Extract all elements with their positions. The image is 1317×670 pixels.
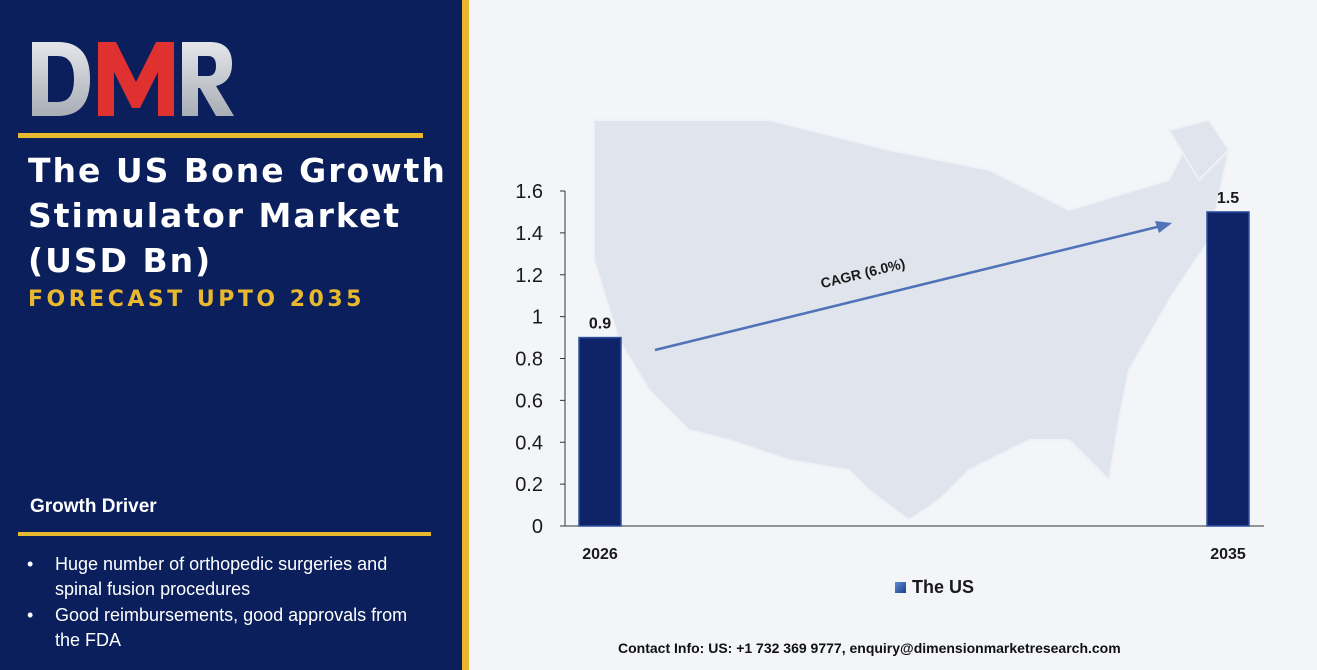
growth-driver-item: Good reimbursements, good approvals from… (55, 605, 408, 650)
bars: 0.9 2026 1.5 2035 (578, 190, 1250, 563)
dmr-logo (32, 42, 234, 116)
chart-legend: The US (895, 577, 974, 598)
y-tick-label: 1.6 (515, 181, 543, 203)
bar (578, 336, 622, 527)
growth-driver-list: • Huge number of orthopedic surgeries and… (24, 552, 429, 654)
growth-driver-underline (18, 532, 431, 536)
legend-label: The US (912, 577, 975, 597)
y-tick-label: 0.4 (515, 432, 543, 454)
growth-driver-title: Growth Driver (30, 496, 157, 517)
data-label: 0.9 (589, 316, 611, 333)
y-tick-label: 0.6 (515, 390, 543, 412)
y-axis: 0 0.2 0.4 0.6 0.8 1 1.2 1.4 1.6 (515, 181, 1264, 538)
y-tick-label: 0.2 (515, 474, 543, 496)
x-tick-label: 2035 (1210, 546, 1246, 563)
page-title: The US Bone Growth Stimulator Market (US… (28, 151, 447, 280)
growth-driver-item: Huge number of orthopedic surgeries and … (55, 554, 388, 599)
legend-swatch (895, 582, 906, 593)
page-subtitle: FORECAST UPTO 2035 (28, 287, 365, 312)
arrow-head-icon (1155, 221, 1172, 233)
list-item: • Huge number of orthopedic surgeries and… (24, 552, 429, 602)
y-tick-label: 1 (532, 307, 543, 329)
us-map-background (593, 118, 1231, 522)
gold-divider (462, 0, 469, 670)
y-tick-label: 1.4 (515, 223, 543, 245)
bullet-icon: • (27, 605, 34, 625)
contact-info: Contact Info: US: +1 732 369 9777, enqui… (618, 640, 1121, 656)
y-tick-label: 0.8 (515, 349, 543, 371)
y-tick-label: 0 (532, 516, 543, 538)
bar (1206, 211, 1250, 527)
list-item: • Good reimbursements, good approvals fro… (24, 603, 429, 653)
bullet-icon: • (27, 554, 34, 574)
x-tick-label: 2026 (582, 546, 618, 563)
y-tick-label: 1.2 (515, 265, 543, 287)
data-label: 1.5 (1217, 190, 1239, 207)
logo-underline (18, 133, 423, 138)
